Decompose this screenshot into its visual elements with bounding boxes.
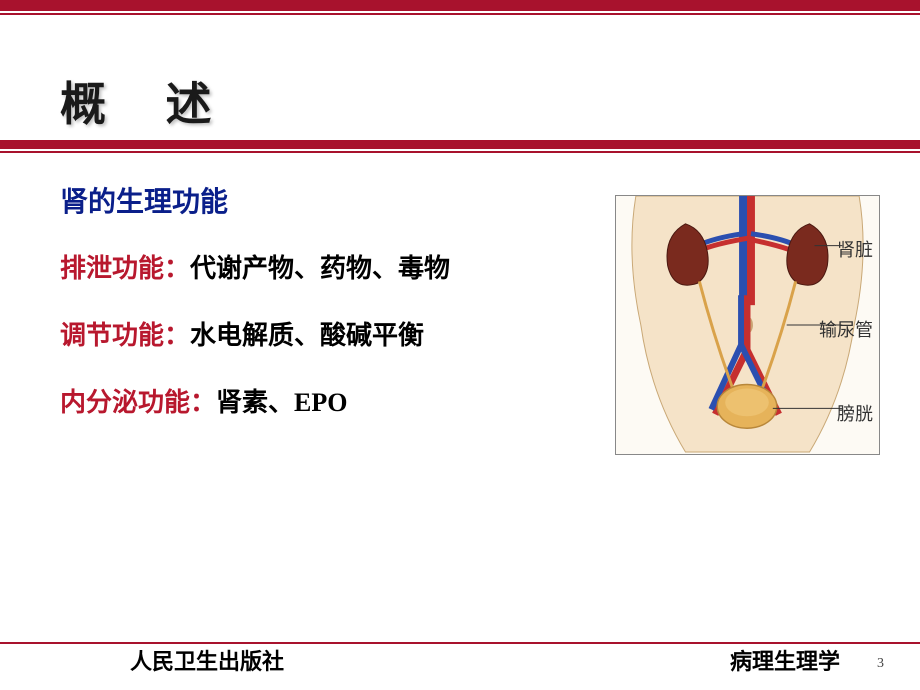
divider-thin	[0, 151, 920, 153]
func-label: 内分泌功能：	[60, 388, 216, 417]
top-accent-bar	[0, 0, 920, 18]
top-bar-thick	[0, 0, 920, 11]
label-ureter: 输尿管	[819, 316, 873, 342]
func-label: 调节功能：	[60, 321, 190, 350]
function-regulation: 调节功能：水电解质、酸碱平衡	[60, 315, 580, 352]
function-endocrine: 内分泌功能：肾素、EPO	[60, 382, 580, 419]
func-items: 肾素、EPO	[216, 388, 347, 417]
func-items: 水电解质、酸碱平衡	[190, 321, 424, 350]
function-excretion: 排泄功能：代谢产物、药物、毒物	[60, 248, 580, 285]
subtitle: 肾的生理功能	[60, 180, 580, 220]
divider-thick	[0, 140, 920, 149]
content-block: 肾的生理功能 排泄功能：代谢产物、药物、毒物 调节功能：水电解质、酸碱平衡 内分…	[60, 180, 580, 449]
footer-publisher: 人民卫生出版社	[130, 644, 284, 676]
page-number: 3	[877, 656, 884, 672]
label-kidney: 肾脏	[837, 236, 873, 262]
label-bladder: 膀胱	[837, 400, 873, 426]
footer-subject: 病理生理学	[730, 644, 840, 676]
func-label: 排泄功能：	[60, 254, 190, 283]
func-items: 代谢产物、药物、毒物	[190, 254, 450, 283]
page-title: 概 述	[60, 68, 236, 134]
top-bar-thin	[0, 13, 920, 15]
anatomy-diagram: 肾脏 输尿管 膀胱	[615, 195, 880, 455]
title-divider	[0, 140, 920, 154]
